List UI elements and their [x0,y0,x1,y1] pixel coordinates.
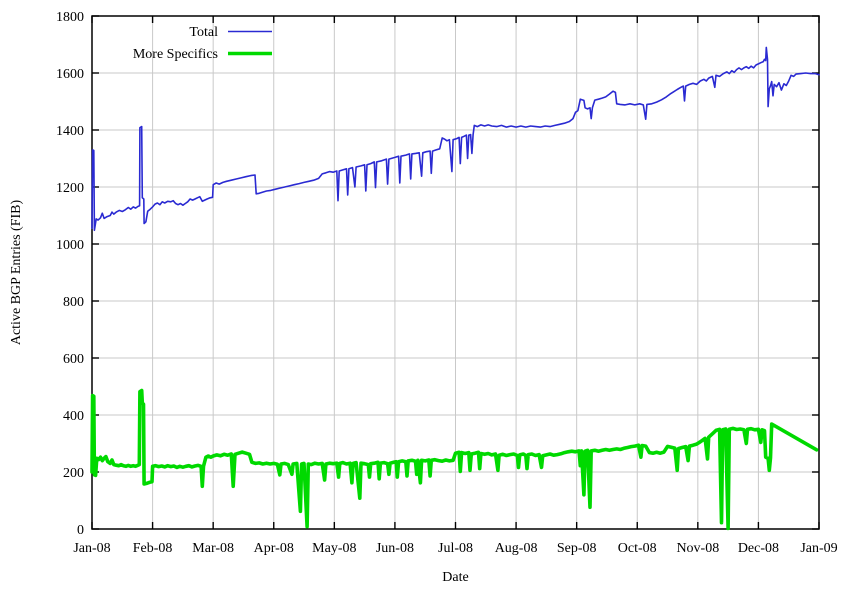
series-line-total [91,46,820,232]
x-tick-label-Feb-08: Feb-08 [133,541,173,556]
y-tick-label-1200: 1200 [56,181,84,196]
x-axis-label: Date [442,570,468,585]
x-tick-label-Mar-08: Mar-08 [192,541,234,556]
y-tick-label-200: 200 [63,466,84,481]
series-line-more_specifics [90,388,819,531]
x-tick-label-Sep-08: Sep-08 [557,541,597,556]
y-tick-labels: 0 200 400 600 800 1000 1200 1400 1600 1800 [56,10,84,538]
legend-label-total: Total [189,25,218,40]
x-tick-label-Jan-09: Jan-09 [800,541,837,556]
x-tick-label-Nov-08: Nov-08 [676,541,719,556]
y-tick-label-600: 600 [63,352,84,367]
x-tick-label-Jan-08: Jan-08 [73,541,110,556]
y-axis-label: Active BGP Entries (FIB) [9,200,24,346]
y-tick-label-800: 800 [63,295,84,310]
y-tick-label-1800: 1800 [56,10,84,25]
y-tick-label-1600: 1600 [56,67,84,82]
data-series [90,46,820,531]
x-tick-label-Apr-08: Apr-08 [254,541,294,556]
legend: Total More Specifics [133,25,272,62]
x-tick-labels: Jan-08 Feb-08 Mar-08 Apr-08 May-08 Jun-08 Jul-… [73,541,837,556]
y-tick-label-1400: 1400 [56,124,84,139]
y-tick-label-400: 400 [63,409,84,424]
legend-label-more-specifics: More Specifics [133,47,218,62]
gridlines [92,16,819,529]
x-tick-label-Jun-08: Jun-08 [376,541,414,556]
x-tick-label-Oct-08: Oct-08 [618,541,657,556]
x-tick-label-Aug-08: Aug-08 [495,541,538,556]
x-tick-label-Dec-08: Dec-08 [738,541,779,556]
x-tick-label-Jul-08: Jul-08 [438,541,473,556]
y-tick-label-0: 0 [77,523,84,538]
x-tick-label-May-08: May-08 [312,541,356,556]
y-tick-label-1000: 1000 [56,238,84,253]
